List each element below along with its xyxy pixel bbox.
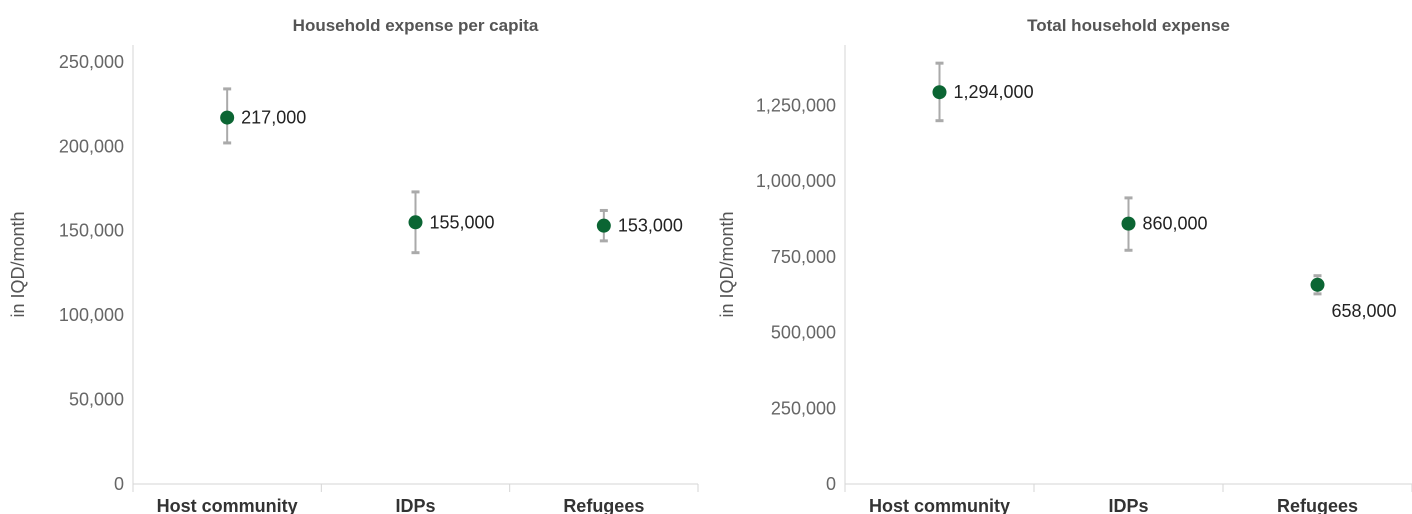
y-tick-label: 200,000 bbox=[59, 136, 124, 156]
data-label: 153,000 bbox=[618, 216, 683, 236]
x-tick-label: IDPs bbox=[1108, 496, 1148, 514]
y-tick-label: 1,250,000 bbox=[756, 96, 836, 116]
x-tick-label: Refugees bbox=[563, 496, 644, 514]
data-point bbox=[1121, 216, 1136, 231]
data-label: 1,294,000 bbox=[954, 82, 1034, 102]
y-tick-label: 0 bbox=[826, 474, 836, 494]
data-point bbox=[408, 215, 423, 230]
chart-title: Household expense per capita bbox=[293, 16, 539, 35]
y-tick-label: 500,000 bbox=[771, 323, 836, 343]
data-label: 155,000 bbox=[430, 212, 495, 232]
y-axis-label: in IQD/month bbox=[717, 211, 737, 317]
x-tick-label: IDPs bbox=[395, 496, 435, 514]
y-tick-label: 1,000,000 bbox=[756, 171, 836, 191]
y-tick-label: 250,000 bbox=[771, 398, 836, 418]
chart-panel-1: Household expense per capita in IQD/month… bbox=[8, 16, 699, 514]
data-point bbox=[596, 218, 611, 233]
data-point bbox=[220, 110, 235, 125]
y-tick-label: 750,000 bbox=[771, 247, 836, 267]
x-tick-label: Host community bbox=[157, 496, 298, 514]
data-label: 860,000 bbox=[1143, 214, 1208, 234]
y-tick-label: 150,000 bbox=[59, 221, 124, 241]
y-tick-label: 0 bbox=[114, 474, 124, 494]
chart-panel-2: Total household expense in IQD/month 0 250,… bbox=[717, 16, 1412, 514]
x-tick-label: Host community bbox=[869, 496, 1010, 514]
data-label: 658,000 bbox=[1332, 301, 1397, 321]
chart-title: Total household expense bbox=[1027, 16, 1230, 35]
y-tick-label: 250,000 bbox=[59, 52, 124, 72]
y-tick-label: 100,000 bbox=[59, 305, 124, 325]
data-point bbox=[1310, 277, 1325, 292]
data-label: 217,000 bbox=[241, 108, 306, 128]
x-tick-label: Refugees bbox=[1277, 496, 1358, 514]
y-tick-label: 50,000 bbox=[69, 390, 124, 410]
data-point bbox=[932, 85, 947, 100]
y-axis-label: in IQD/month bbox=[8, 211, 28, 317]
